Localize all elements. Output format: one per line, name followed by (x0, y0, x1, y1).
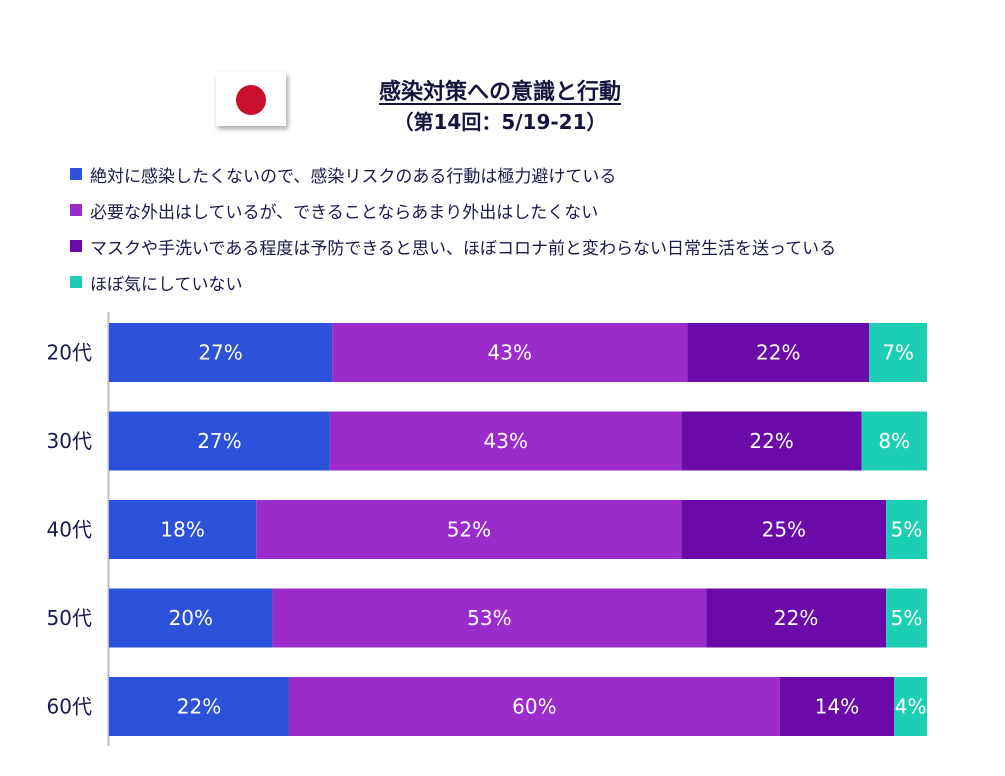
data-label: 22% (756, 341, 800, 365)
chart-subtitle: （第14回：5/19-21） (393, 110, 607, 134)
data-label: 52% (447, 518, 491, 542)
data-label: 4% (895, 695, 927, 719)
bar-segment (894, 677, 927, 736)
bar-segment (779, 677, 895, 736)
data-label: 25% (762, 518, 806, 542)
data-label: 7% (882, 341, 914, 365)
bar-segment (288, 677, 780, 736)
data-label: 5% (891, 518, 923, 542)
bar-segment (109, 588, 273, 648)
bar-segment (861, 411, 927, 471)
legend-swatch (70, 168, 82, 180)
legend-label: 必要な外出はしているが、できることならあまり外出はしたくない (90, 202, 599, 223)
data-label: 5% (891, 606, 923, 630)
chart-title: 感染対策への意識と行動 (378, 80, 621, 105)
legend-item: マスクや手洗いである程度は予防できると思い、ほぼコロナ前と変わらない日常生活を送… (70, 228, 836, 264)
bar-segment (706, 588, 887, 648)
category-label: 40代 (47, 518, 92, 542)
bar-segment (109, 411, 330, 471)
legend: 絶対に感染したくないので、感染リスクのある行動は極力避けている 必要な外出はして… (70, 156, 836, 300)
bar-segment (272, 588, 707, 648)
bar-segment (256, 500, 682, 559)
legend-item: 絶対に感染したくないので、感染リスクのある行動は極力避けている (70, 156, 836, 192)
bar-segment (109, 677, 289, 736)
japan-flag-icon (216, 72, 286, 126)
data-label: 60% (512, 695, 556, 719)
bar-segment (687, 323, 870, 382)
legend-swatch (70, 204, 82, 216)
data-label: 22% (177, 695, 221, 719)
data-label: 22% (749, 429, 793, 453)
bar-segment (109, 500, 257, 559)
bar-segment (681, 411, 862, 471)
legend-swatch (70, 276, 82, 288)
data-label: 22% (774, 606, 818, 630)
data-label: 18% (160, 518, 204, 542)
category-label: 20代 (47, 341, 92, 365)
legend-label: マスクや手洗いである程度は予防できると思い、ほぼコロナ前と変わらない日常生活を送… (90, 238, 837, 259)
bar-segment (109, 323, 333, 382)
category-label: 60代 (47, 695, 92, 719)
bar-segment (681, 500, 887, 559)
data-label: 27% (197, 429, 241, 453)
category-label: 50代 (47, 606, 92, 630)
legend-label: 絶対に感染したくないので、感染リスクのある行動は極力避けている (90, 166, 617, 187)
bar-segment (329, 411, 682, 471)
data-label: 14% (815, 695, 859, 719)
data-label: 53% (467, 606, 511, 630)
data-label: 8% (878, 429, 910, 453)
bar-segment (332, 323, 688, 382)
bar-segment (886, 588, 927, 648)
bar-segment (886, 500, 927, 559)
legend-label: ほぼ気にしていない (90, 274, 243, 295)
legend-item: ほぼ気にしていない (70, 264, 836, 300)
flag-disc (236, 85, 266, 115)
legend-swatch (70, 240, 82, 252)
data-label: 43% (488, 341, 532, 365)
data-label: 20% (169, 606, 213, 630)
category-label: 30代 (47, 429, 92, 453)
bar-segment (869, 323, 927, 382)
legend-item: 必要な外出はしているが、できることならあまり外出はしたくない (70, 192, 836, 228)
data-label: 43% (484, 429, 528, 453)
data-label: 27% (198, 341, 242, 365)
